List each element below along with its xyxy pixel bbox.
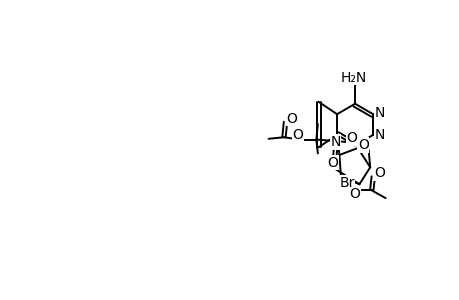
Text: O: O — [373, 167, 384, 180]
Text: N: N — [374, 128, 384, 142]
Text: O: O — [357, 138, 368, 152]
Text: N: N — [330, 135, 340, 149]
Text: O: O — [326, 156, 337, 170]
Text: O: O — [292, 128, 302, 142]
Text: O: O — [285, 112, 297, 126]
Text: O: O — [348, 187, 359, 201]
Text: N: N — [374, 106, 384, 120]
Text: H₂N: H₂N — [340, 70, 366, 85]
Text: Br: Br — [339, 176, 354, 190]
Text: O: O — [346, 131, 356, 145]
